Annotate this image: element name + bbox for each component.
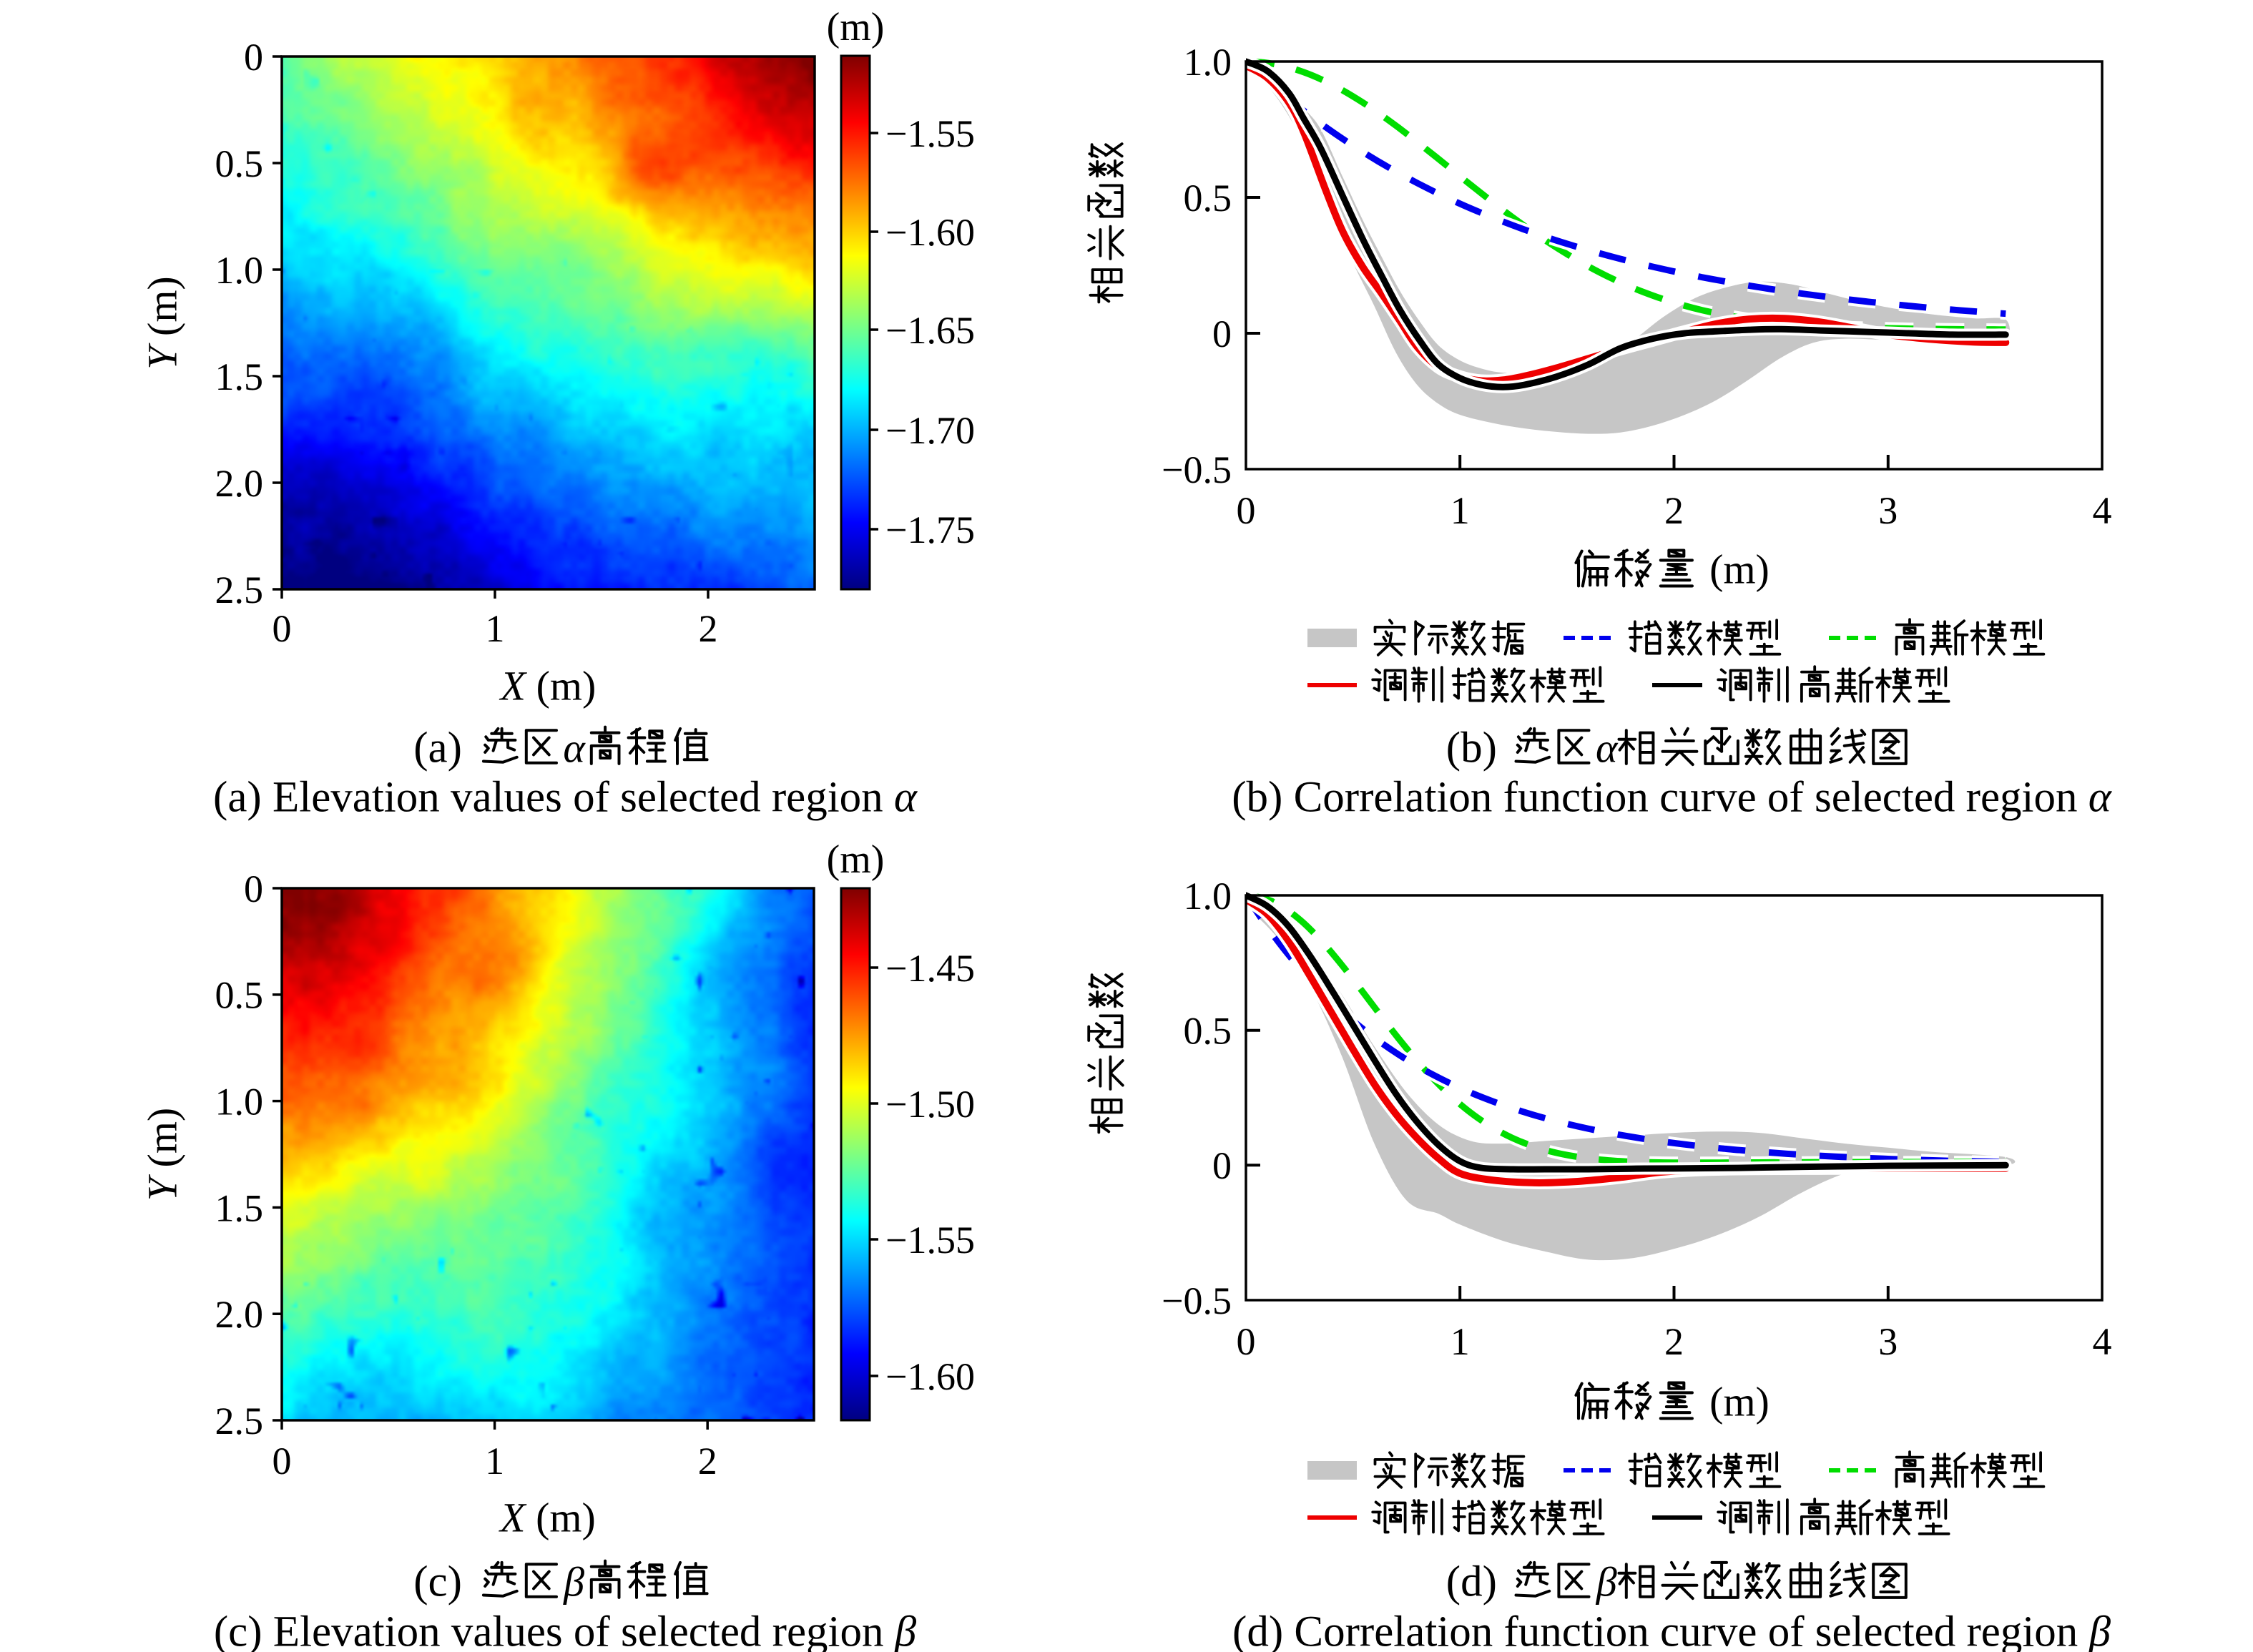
svg-text:4: 4 bbox=[2093, 489, 2112, 532]
svg-text:β: β bbox=[563, 1558, 584, 1605]
svg-text:1.5: 1.5 bbox=[215, 1186, 264, 1229]
svg-text:1.0: 1.0 bbox=[215, 1081, 264, 1124]
svg-text:(m): (m) bbox=[827, 5, 885, 49]
svg-text:−1.55: −1.55 bbox=[885, 112, 975, 155]
svg-text:(m): (m) bbox=[1709, 546, 1769, 592]
svg-text:2.5: 2.5 bbox=[215, 1400, 264, 1442]
svg-text:Y (m): Y (m) bbox=[139, 276, 185, 370]
svg-text:2.0: 2.0 bbox=[215, 462, 264, 505]
svg-text:0: 0 bbox=[273, 1440, 292, 1483]
svg-text:0: 0 bbox=[1237, 1320, 1256, 1363]
svg-text:(d): (d) bbox=[1446, 1558, 1497, 1606]
svg-text:−1.75: −1.75 bbox=[885, 508, 975, 551]
svg-text:X (m): X (m) bbox=[499, 662, 597, 709]
svg-text:−1.60: −1.60 bbox=[885, 1355, 975, 1398]
svg-text:(b): (b) bbox=[1446, 724, 1497, 772]
svg-text:0.5: 0.5 bbox=[1184, 177, 1232, 220]
svg-text:(m): (m) bbox=[1709, 1378, 1769, 1425]
svg-text:1: 1 bbox=[485, 1440, 504, 1483]
svg-text:2: 2 bbox=[1664, 1320, 1684, 1363]
svg-text:0.5: 0.5 bbox=[215, 974, 264, 1017]
svg-text:−1.55: −1.55 bbox=[885, 1219, 975, 1262]
svg-text:2.0: 2.0 bbox=[215, 1293, 264, 1336]
svg-text:0: 0 bbox=[244, 36, 263, 79]
svg-text:β: β bbox=[1596, 1558, 1617, 1605]
svg-text:(a): (a) bbox=[413, 724, 462, 772]
svg-text:1: 1 bbox=[486, 607, 505, 650]
svg-text:1.0: 1.0 bbox=[1184, 875, 1232, 918]
svg-text:0: 0 bbox=[1212, 1144, 1232, 1187]
svg-text:(b) Correlation function curve: (b) Correlation function curve of select… bbox=[1232, 773, 2113, 821]
svg-text:Y (m): Y (m) bbox=[139, 1108, 185, 1201]
svg-text:0.5: 0.5 bbox=[215, 142, 264, 185]
svg-text:0.5: 0.5 bbox=[1184, 1010, 1232, 1053]
svg-text:−1.70: −1.70 bbox=[885, 409, 975, 452]
svg-text:−0.5: −0.5 bbox=[1162, 1279, 1232, 1322]
svg-text:(m): (m) bbox=[827, 837, 885, 882]
svg-text:0: 0 bbox=[1237, 489, 1256, 532]
svg-text:α: α bbox=[563, 724, 586, 771]
svg-text:3: 3 bbox=[1878, 489, 1898, 532]
svg-text:3: 3 bbox=[1878, 1320, 1898, 1363]
svg-text:1: 1 bbox=[1451, 1320, 1470, 1363]
svg-text:(d) Correlation function curve: (d) Correlation function curve of select… bbox=[1232, 1608, 2111, 1652]
svg-text:−1.65: −1.65 bbox=[885, 309, 975, 352]
svg-text:0: 0 bbox=[1212, 313, 1232, 355]
svg-text:(c) Elevation values of select: (c) Elevation values of selected region … bbox=[214, 1608, 917, 1652]
svg-text:X (m): X (m) bbox=[499, 1494, 596, 1540]
svg-text:2: 2 bbox=[1664, 489, 1684, 532]
svg-text:(a) Elevation values of select: (a) Elevation values of selected region … bbox=[213, 773, 918, 821]
svg-text:1: 1 bbox=[1451, 489, 1470, 532]
svg-text:−1.50: −1.50 bbox=[885, 1083, 975, 1126]
svg-text:4: 4 bbox=[2093, 1320, 2112, 1363]
svg-text:0: 0 bbox=[273, 607, 292, 650]
svg-text:−0.5: −0.5 bbox=[1162, 448, 1232, 491]
svg-text:2: 2 bbox=[699, 607, 718, 650]
svg-text:2: 2 bbox=[698, 1440, 717, 1483]
svg-text:1.0: 1.0 bbox=[215, 249, 264, 292]
svg-text:−1.60: −1.60 bbox=[885, 211, 975, 254]
svg-text:2.5: 2.5 bbox=[215, 569, 264, 611]
svg-text:α: α bbox=[1596, 724, 1619, 771]
svg-text:(c): (c) bbox=[413, 1558, 462, 1606]
svg-text:0: 0 bbox=[244, 867, 263, 910]
svg-text:−1.45: −1.45 bbox=[885, 947, 975, 990]
svg-text:1.5: 1.5 bbox=[215, 355, 264, 398]
svg-text:1.0: 1.0 bbox=[1184, 41, 1232, 84]
